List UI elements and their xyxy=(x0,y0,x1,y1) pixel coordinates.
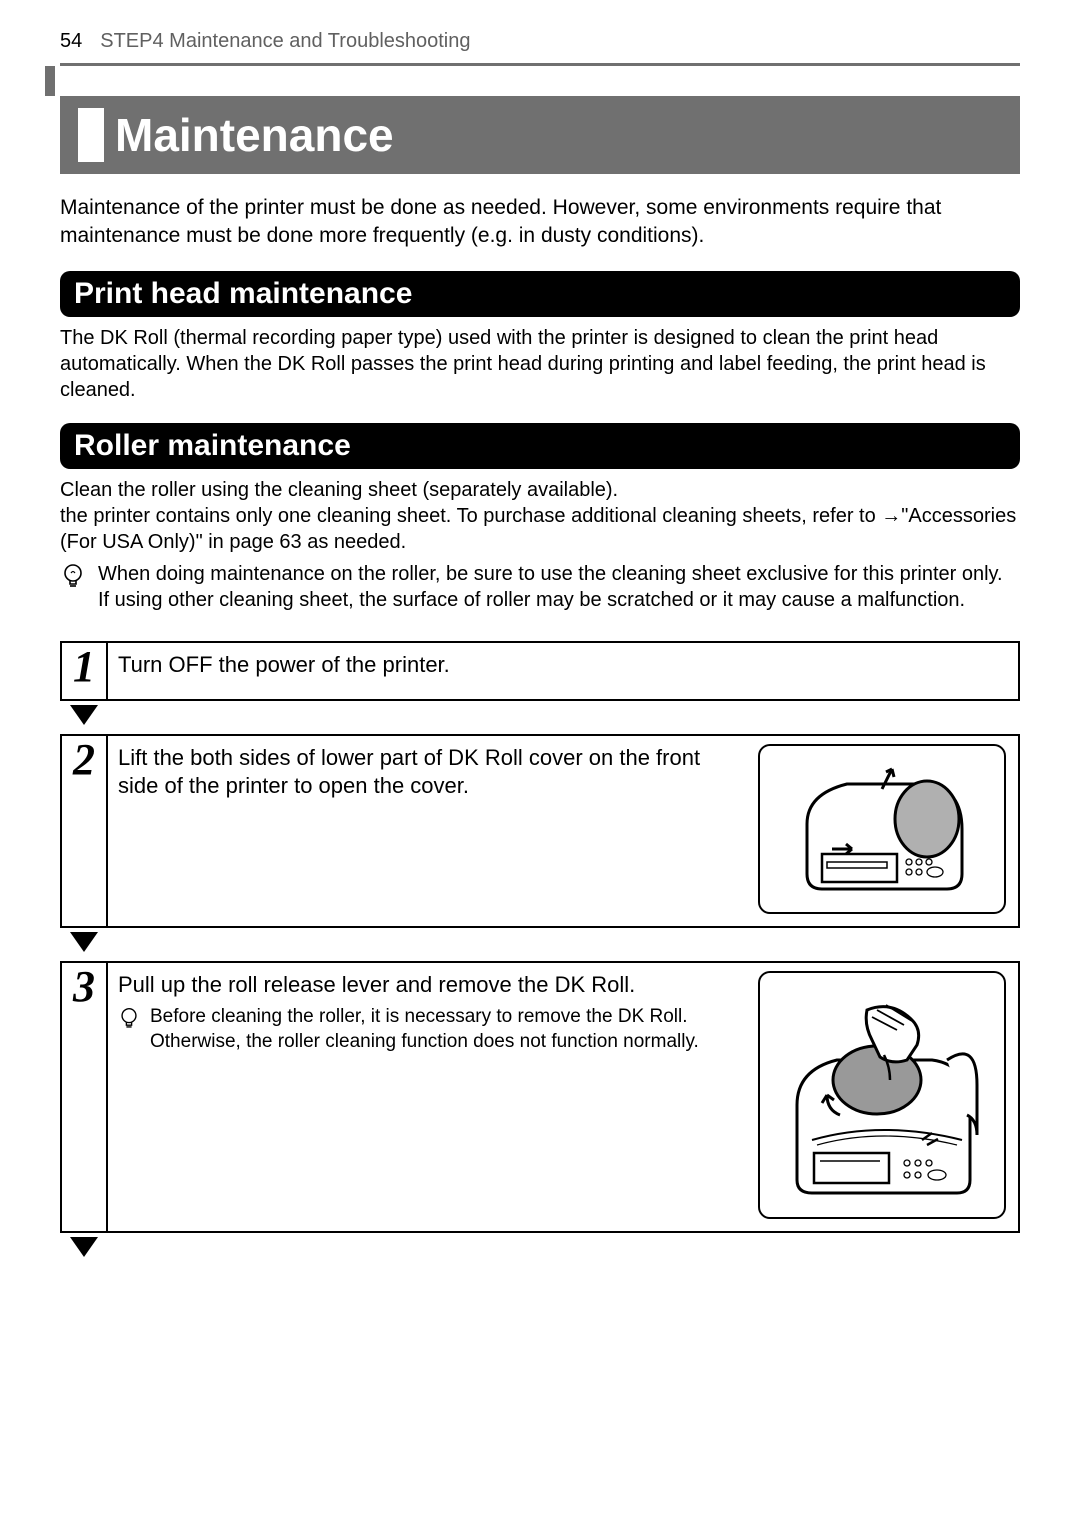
down-triangle-icon xyxy=(70,705,98,725)
section-print-head-title: Print head maintenance xyxy=(60,271,1020,317)
chapter-banner: Maintenance xyxy=(60,96,1020,174)
step-3-subnote-text: Before cleaning the roller, it is necess… xyxy=(150,1005,744,1054)
steps-container: 1 Turn OFF the power of the printer. 2 L… xyxy=(60,641,1020,1266)
step-1: 1 Turn OFF the power of the printer. xyxy=(60,641,1020,701)
roller-note-1: When doing maintenance on the roller, be… xyxy=(98,561,1003,587)
step-2-text: Lift the both sides of lower part of DK … xyxy=(118,744,744,801)
step-1-text: Turn OFF the power of the printer. xyxy=(118,651,1006,680)
page-number: 54 xyxy=(60,30,82,53)
intro-paragraph: Maintenance of the printer must be done … xyxy=(60,194,1020,251)
down-triangle-icon xyxy=(70,932,98,952)
step-3-number: 3 xyxy=(73,963,95,1009)
page-header-title: STEP4 Maintenance and Troubleshooting xyxy=(100,30,470,53)
roller-note-row: When doing maintenance on the roller, be… xyxy=(60,561,1020,613)
step-2-number: 2 xyxy=(73,736,95,782)
bulb-icon xyxy=(60,563,90,598)
step-1-number-cell: 1 xyxy=(62,643,108,699)
step-2-number-cell: 2 xyxy=(62,736,108,926)
roller-note-2: If using other cleaning sheet, the surfa… xyxy=(98,587,1003,613)
connector-1 xyxy=(60,701,1020,734)
section-print-head-body: The DK Roll (thermal recording paper typ… xyxy=(60,325,1020,403)
arrow-icon: → xyxy=(881,505,901,527)
step-3-number-cell: 3 xyxy=(62,963,108,1231)
roller-body-line3: as needed. xyxy=(302,531,407,553)
step-3-text: Pull up the roll release lever and remov… xyxy=(118,971,744,1000)
step-1-number: 1 xyxy=(73,643,95,689)
down-triangle-icon xyxy=(70,1237,98,1257)
header-rule xyxy=(60,63,1020,66)
section-roller-title: Roller maintenance xyxy=(60,423,1020,469)
chapter-title: Maintenance xyxy=(115,109,394,161)
roller-body-line2: the printer contains only one cleaning s… xyxy=(60,505,881,527)
connector-3 xyxy=(60,1233,1020,1266)
step-3-illustration xyxy=(758,971,1006,1219)
step-2: 2 Lift the both sides of lower part of D… xyxy=(60,734,1020,928)
step-3-subnote: Before cleaning the roller, it is necess… xyxy=(118,1005,744,1054)
step-3: 3 Pull up the roll release lever and rem… xyxy=(60,961,1020,1233)
bulb-icon xyxy=(118,1007,144,1038)
section-roller-body: Clean the roller using the cleaning shee… xyxy=(60,477,1020,555)
roller-body-line1: Clean the roller using the cleaning shee… xyxy=(60,479,618,501)
connector-2 xyxy=(60,928,1020,961)
step-2-illustration xyxy=(758,744,1006,914)
